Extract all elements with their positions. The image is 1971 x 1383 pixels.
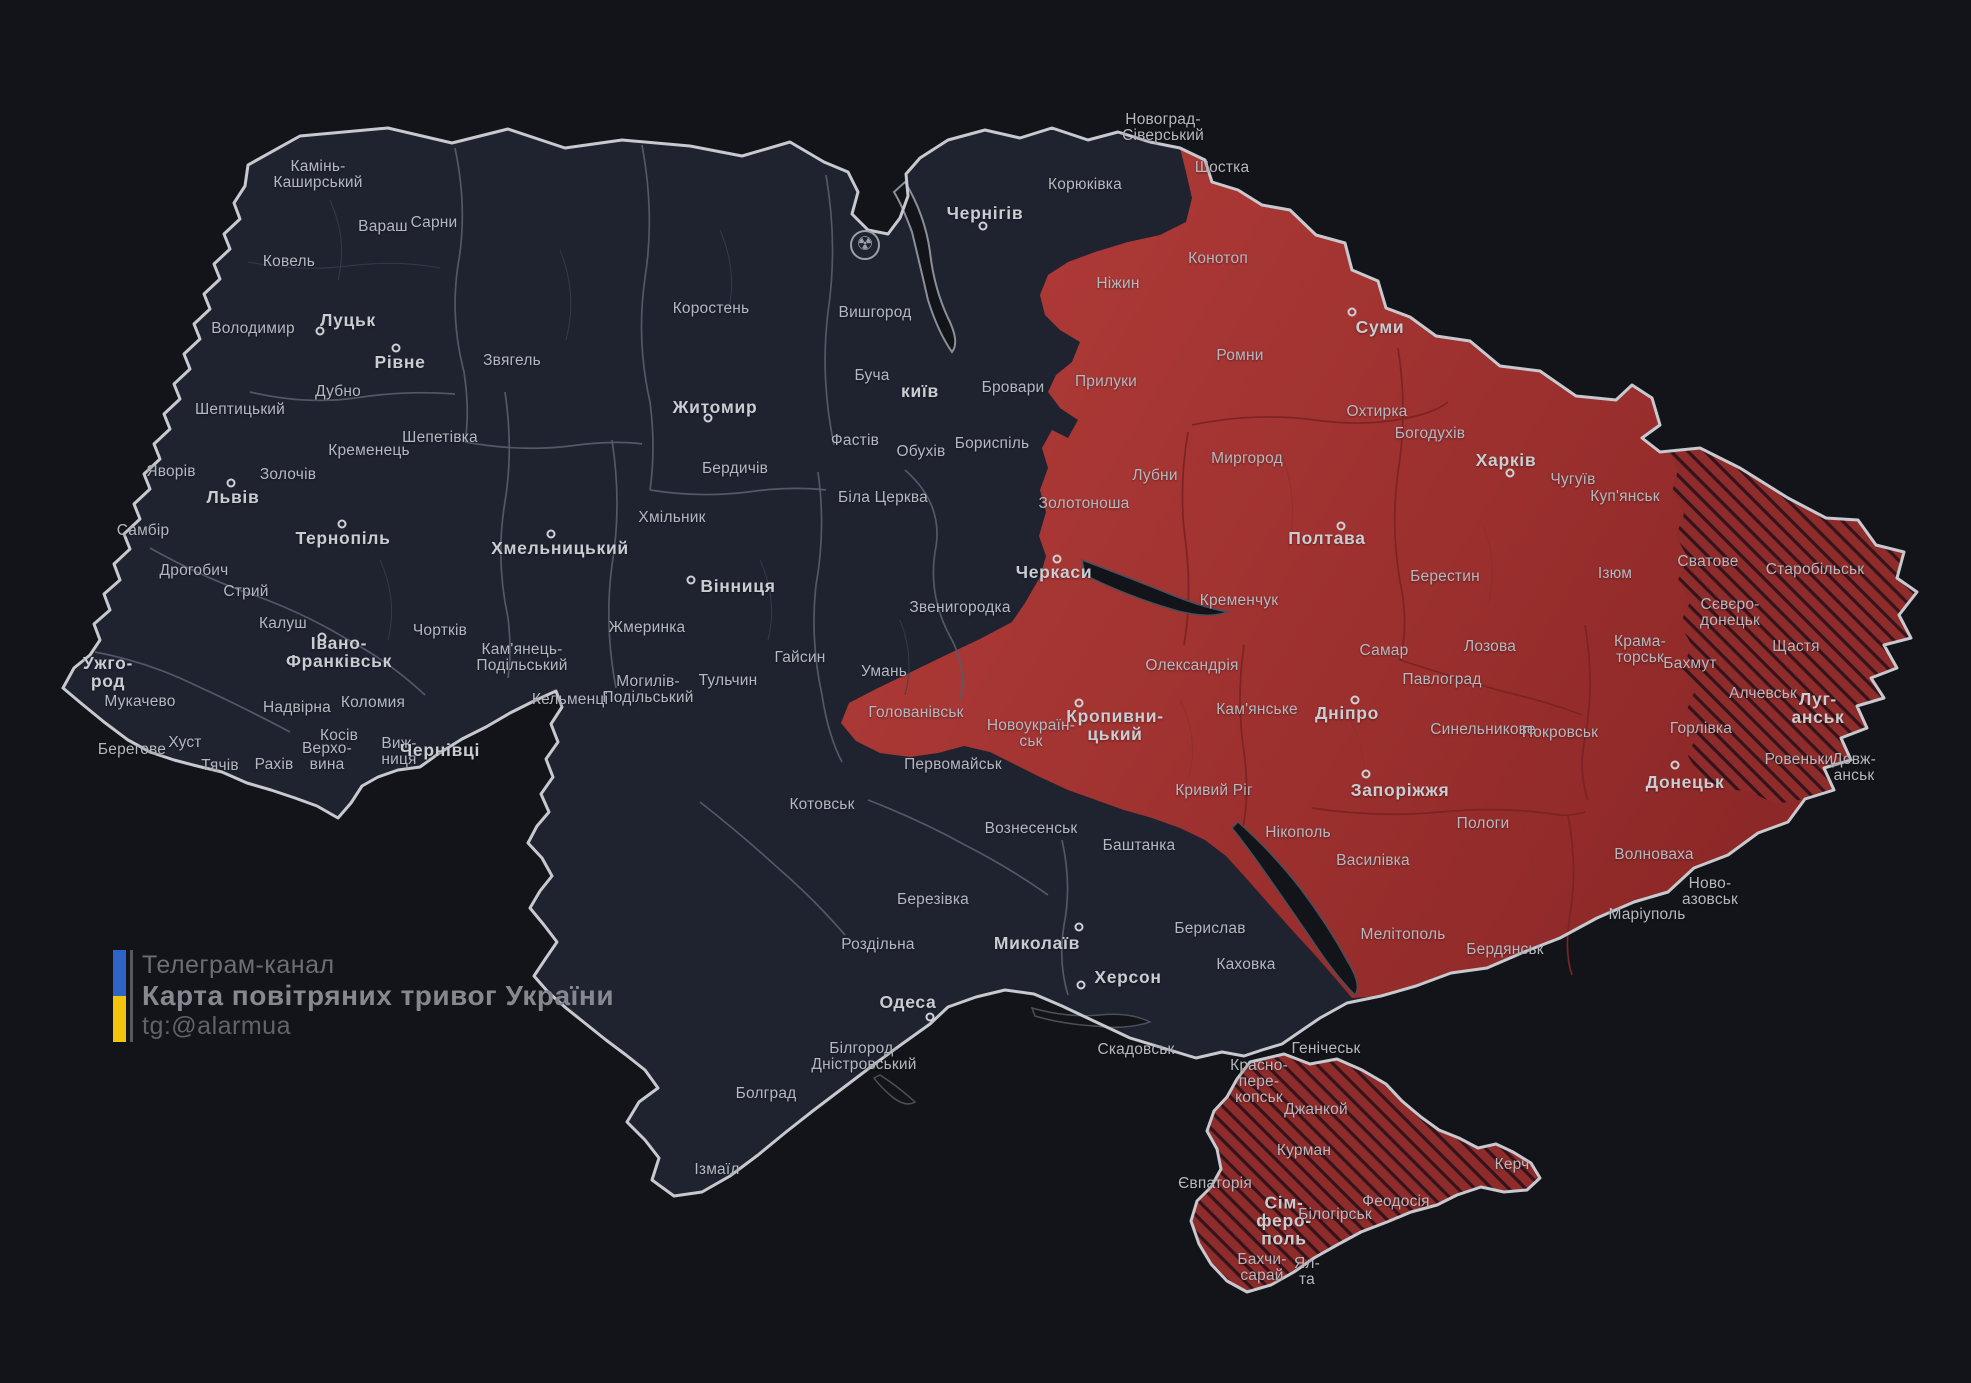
- flag-yellow-segment: [113, 996, 126, 1042]
- city-marker: [1350, 695, 1360, 705]
- legend-handle: tg:@alarmua: [142, 1012, 291, 1040]
- city-marker: [1074, 698, 1084, 708]
- alert-zone-region: [841, 148, 1917, 998]
- dnister-estuary: [872, 1074, 917, 1105]
- city-marker: [1505, 468, 1515, 478]
- channel-legend: Телеграм-канал Карта повітряних тривог У…: [113, 950, 614, 1042]
- city-marker: [1336, 521, 1346, 531]
- city-marker: [1670, 760, 1680, 770]
- city-marker: [925, 1012, 935, 1022]
- kremenchuk-reservoir: [1080, 558, 1231, 616]
- city-marker: [315, 326, 325, 336]
- city-marker: [686, 575, 696, 585]
- legend-title: Карта повітряних тривог України: [142, 980, 615, 1011]
- city-marker: [546, 529, 556, 539]
- oblast-borders-calm: [94, 144, 1069, 996]
- city-marker: [1052, 554, 1062, 564]
- legend-separator: [130, 950, 133, 1042]
- city-marker: [1347, 307, 1357, 317]
- flag-blue-segment: [113, 950, 126, 996]
- city-marker: [1076, 980, 1086, 990]
- oblast-borders-alert: [1179, 347, 1591, 976]
- city-marker: [703, 413, 713, 423]
- occupied-crimea-region: [1189, 1052, 1542, 1294]
- kyiv-reservoir: [892, 180, 957, 354]
- city-marker: [1361, 769, 1371, 779]
- city-marker: [337, 519, 347, 529]
- country-border: [61, 126, 1919, 1198]
- city-marker: [391, 343, 401, 353]
- water-gaps: [872, 180, 1359, 1105]
- ukraine-flag-bar: [113, 950, 126, 1042]
- city-marker: [978, 221, 988, 231]
- city-marker: [317, 632, 327, 642]
- dnipro-estuary: [1030, 1006, 1152, 1029]
- city-marker: [1074, 922, 1084, 932]
- kakhovka-reservoir: [1230, 820, 1359, 997]
- city-marker: [226, 478, 236, 488]
- radiation-icon: ☢: [850, 230, 880, 260]
- legend-channel-label: Телеграм-канал: [142, 951, 335, 979]
- occupied-luhansk-hatch: [1668, 448, 1917, 804]
